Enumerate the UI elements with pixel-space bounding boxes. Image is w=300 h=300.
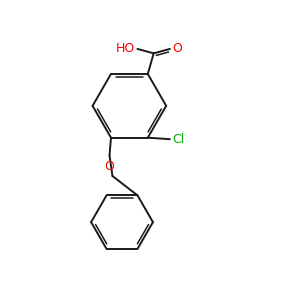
Text: O: O — [105, 160, 115, 173]
Text: HO: HO — [116, 42, 135, 56]
Text: Cl: Cl — [172, 133, 184, 146]
Text: O: O — [172, 42, 182, 56]
